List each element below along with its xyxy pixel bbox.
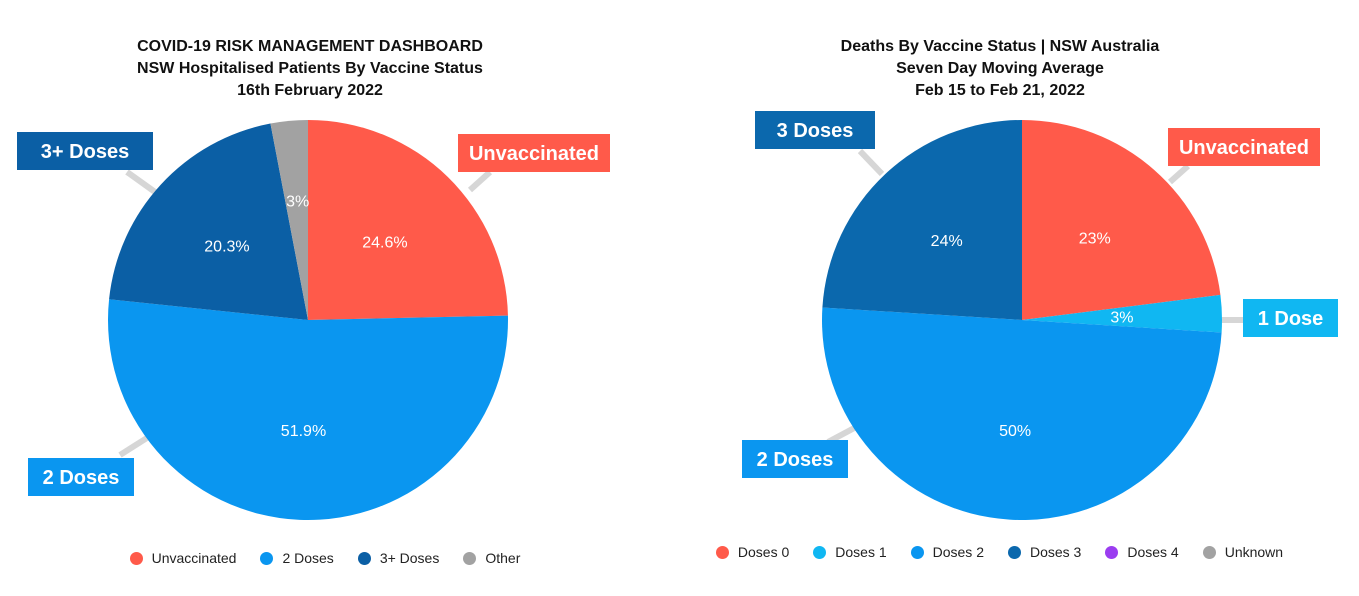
callout-label: 3 Doses [777, 120, 854, 142]
legend-item-doses-4: Doses 4 [1105, 544, 1179, 560]
chart-title: COVID-19 RISK MANAGEMENT DASHBOARD [137, 38, 483, 55]
chart-panel-deaths: Deaths By Vaccine Status | NSW Australia… [680, 0, 1359, 596]
callout-label: Unvaccinated [1179, 137, 1309, 159]
callout-box [17, 132, 153, 170]
legend-item-doses-3: Doses 3 [1007, 544, 1082, 560]
legend-item-doses-1: Doses 1 [813, 544, 887, 560]
legend-swatch [129, 551, 143, 565]
legend-item-3-doses: 3+ Doses [357, 550, 440, 566]
legend-swatch [1007, 545, 1021, 559]
callout-2-doses: 2 Doses [28, 458, 134, 496]
legend-swatch [260, 551, 274, 565]
legend-label: Doses 4 [1127, 544, 1179, 560]
callout-3-doses: 3 Doses [755, 111, 875, 149]
chart-panel-hospitalised: COVID-19 RISK MANAGEMENT DASHBOARD NSW H… [0, 36, 665, 566]
callout-box [458, 134, 610, 172]
pie-slice-doses-2 [822, 307, 1222, 520]
legend-swatch [910, 545, 924, 559]
legend-label: 3+ Doses [379, 550, 440, 566]
callout-leader-line [826, 423, 860, 445]
legend-item-2-doses: 2 Doses [260, 550, 334, 566]
pie-chart-hospitalised: 24.6% 51.9% 20.3% 3% Unvaccinated 2 Doses 3+ D… [17, 120, 610, 520]
chart-title-block: Deaths By Vaccine Status | NSW Australia… [660, 36, 1340, 102]
pie-slice-other [270, 120, 308, 320]
callout-leader-line [118, 433, 152, 458]
legend-swatch [1105, 545, 1119, 559]
slice-value-label: 50% [999, 423, 1031, 440]
legend-label: 2 Doses [282, 550, 334, 566]
chart-legend: Unvaccinated 2 Doses 3+ Doses Other [0, 550, 665, 566]
callout-label: Unvaccinated [469, 143, 599, 165]
callout-leader-line [1168, 163, 1190, 185]
legend-swatch [813, 545, 827, 559]
pie-slice-unvaccinated [308, 120, 508, 320]
legend-item-other: Other [463, 550, 520, 566]
callout-box [755, 111, 875, 149]
chart-title: Deaths By Vaccine Status | NSW Australia [840, 38, 1160, 55]
slice-value-label: 23% [1079, 230, 1111, 247]
callout-2-doses: 2 Doses [742, 440, 848, 478]
callout-label: 2 Doses [43, 467, 120, 489]
chart-date: 16th February 2022 [237, 82, 383, 99]
callout-box [742, 440, 848, 478]
chart-subtitle: Seven Day Moving Average [896, 60, 1104, 77]
legend-label: Unvaccinated [151, 550, 237, 566]
legend-item-unknown: Unknown [1202, 544, 1284, 560]
callout-1-dose: 1 Dose [1243, 299, 1338, 337]
slice-value-label: 3% [286, 193, 309, 210]
callout-box [28, 458, 134, 496]
callout-leader-line [857, 148, 885, 177]
legend-item-doses-2: Doses 2 [910, 544, 984, 560]
legend-swatch [715, 545, 729, 559]
callout-leader-line [467, 169, 493, 193]
legend-item-unvaccinated: Unvaccinated [129, 550, 237, 566]
chart-legend: Doses 0 Doses 1 Doses 2 Doses 3 Doses 4 Unkno… [660, 544, 1339, 560]
callout-3-doses: 3+ Doses [17, 132, 153, 170]
legend-swatch [1202, 545, 1216, 559]
slice-value-label: 51.9% [281, 423, 326, 440]
pie-slice-doses-1 [1022, 294, 1222, 333]
pie-chart-deaths: 23% 3% 50% 24% Unvaccinated 1 Dose 2 Doses 3 Do… [742, 111, 1338, 520]
slice-value-label: 20.3% [204, 239, 249, 256]
pie-slice-doses-3 [822, 119, 1022, 320]
slice-value-label: 3% [1110, 310, 1133, 327]
chart-subtitle: NSW Hospitalised Patients By Vaccine Sta… [137, 60, 483, 77]
slice-value-label: 24.6% [362, 234, 407, 251]
legend-item-doses-0: Doses 0 [715, 544, 790, 560]
legend-swatch [357, 551, 371, 565]
legend-label: Unknown [1224, 544, 1284, 560]
legend-swatch [463, 551, 477, 565]
callout-label: 1 Dose [1258, 308, 1324, 330]
callout-box [1168, 128, 1320, 166]
legend-label: Doses 3 [1029, 544, 1082, 560]
callout-box [1243, 299, 1338, 337]
legend-label: Doses 2 [932, 544, 984, 560]
callout-unvaccinated: Unvaccinated [458, 134, 610, 172]
callout-unvaccinated: Unvaccinated [1168, 128, 1320, 166]
pie-slice-doses-0 [1022, 120, 1221, 320]
callout-leader-line [125, 169, 157, 195]
legend-label: Other [485, 550, 521, 566]
legend-label: Doses 0 [737, 544, 790, 560]
chart-date: Feb 15 to Feb 21, 2022 [915, 82, 1085, 99]
pie-slice-2-doses [107, 299, 508, 520]
legend-label: Doses 1 [835, 544, 887, 560]
chart-title-block: COVID-19 RISK MANAGEMENT DASHBOARD NSW H… [0, 36, 660, 102]
slice-value-label: 24% [931, 233, 963, 250]
callout-label: 3+ Doses [41, 141, 129, 163]
pie-slice-3-doses [109, 123, 308, 320]
callout-label: 2 Doses [757, 449, 834, 471]
